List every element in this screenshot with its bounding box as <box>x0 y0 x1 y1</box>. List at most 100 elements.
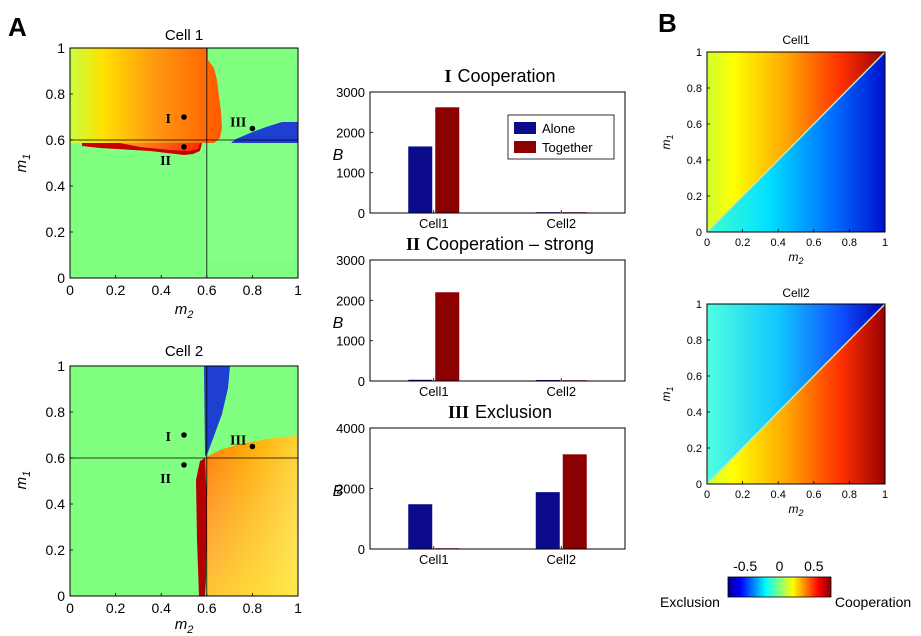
bar-together-cell1 <box>435 107 460 213</box>
bar-alone-cell2 <box>535 492 560 549</box>
bar-chart-cooperation: I Cooperation B Cell1 Cell2 0 1000 2000 3000 A… <box>333 66 626 231</box>
strong-cooperation-core <box>120 143 200 151</box>
y-tick-label: 0.2 <box>46 224 66 240</box>
plot-frame <box>69 47 299 279</box>
y-tick-label: 0.8 <box>46 86 66 102</box>
point-i-marker <box>181 432 187 438</box>
y-tick-label: 1000 <box>336 334 365 349</box>
legend-swatch-together <box>514 141 536 153</box>
y-axis-label: m1 <box>13 471 33 490</box>
y-axis-label: m1 <box>659 134 675 149</box>
plot-frame <box>69 365 299 597</box>
bar-alone-cell1 <box>408 146 433 213</box>
chart-title: II Cooperation – strong <box>406 234 594 254</box>
chart-title: Cell2 <box>782 286 810 300</box>
point-iii-marker <box>249 443 256 450</box>
y-tick-label: 0.6 <box>687 119 702 131</box>
x-tick-label: 0.6 <box>197 600 217 616</box>
x-tick-label: Cell2 <box>546 552 576 567</box>
y-axis-label: m1 <box>13 154 33 173</box>
bar-alone-cell1 <box>408 504 433 549</box>
x-tick-label: 0.4 <box>771 489 786 501</box>
y-tick-label: 0.6 <box>687 371 702 383</box>
y-tick-label: 0 <box>696 479 702 491</box>
y-tick-label: 0.4 <box>46 178 66 194</box>
lower-right-shade <box>205 143 298 261</box>
x-tick-label: 0 <box>66 282 74 298</box>
y-tick-label: 0.8 <box>46 404 66 420</box>
b-cell2-chart: Cell2 0 0.2 0.4 0.6 0.8 1 0 0.2 0.4 0.6 0.8 1 m2 m… <box>659 286 888 518</box>
x-axis-label: m2 <box>175 616 194 636</box>
x-tick-label: Cell1 <box>419 552 449 567</box>
point-i-label: I <box>166 430 171 445</box>
y-tick-label: 0 <box>696 227 702 239</box>
y-axis-label: m1 <box>659 386 675 401</box>
colorbar-tick-label: 0.5 <box>804 558 824 574</box>
legend: Alone Together <box>507 114 615 160</box>
x-tick-label: 0.2 <box>106 282 126 298</box>
panel-letter-a: A <box>8 12 27 42</box>
colorbar-tick-label: 0 <box>776 558 784 574</box>
crosshair <box>70 366 298 596</box>
crosshair <box>70 48 298 278</box>
x-tick-label: 0.4 <box>771 237 786 249</box>
y-tick-label: 2000 <box>336 293 365 308</box>
cooperation-yellow-shade <box>205 436 298 596</box>
y-tick-label: 0.2 <box>46 542 66 558</box>
y-tick-label: 1 <box>696 299 702 311</box>
x-tick-label: 0 <box>704 237 710 249</box>
x-tick-label: 0.8 <box>842 237 857 249</box>
y-tick-label: 0.6 <box>46 450 66 466</box>
y-tick-label: 0 <box>358 206 365 221</box>
x-axis-label: m2 <box>788 250 803 266</box>
chart-title: Cell1 <box>782 33 810 47</box>
y-tick-label: 0.8 <box>687 83 702 95</box>
bar-together-cell2 <box>562 454 587 549</box>
x-tick-label: 0.2 <box>106 600 126 616</box>
y-tick-label: 4000 <box>336 421 365 436</box>
y-tick-label: 0.2 <box>687 191 702 203</box>
exclusion-region <box>231 122 298 143</box>
chart-title: III Exclusion <box>448 402 552 422</box>
point-ii-label: II <box>160 472 171 487</box>
x-tick-label: 0 <box>704 489 710 501</box>
chart-title: Cell 2 <box>165 343 203 360</box>
bar-together-cell1 <box>435 292 460 381</box>
y-tick-label: 1 <box>696 47 702 59</box>
y-axis-label: B <box>333 147 344 164</box>
x-tick-label: 1 <box>294 282 302 298</box>
y-tick-label: 2000 <box>336 482 365 497</box>
x-tick-label: 1 <box>294 600 302 616</box>
bar-alone-cell1 <box>408 379 433 381</box>
colorbar-gradient <box>727 576 832 598</box>
colorbar-left-label: Exclusion <box>660 594 720 610</box>
x-tick-label: 1 <box>882 489 888 501</box>
x-tick-label: 0.8 <box>842 489 857 501</box>
colorbar-tick-label: -0.5 <box>733 558 757 574</box>
colorbar-right-label: Cooperation <box>835 594 911 610</box>
x-tick-label: 0.2 <box>735 237 750 249</box>
y-tick-label: 0.4 <box>46 496 66 512</box>
y-tick-label: 1000 <box>336 166 365 181</box>
bar-alone-cell2 <box>535 379 560 381</box>
y-tick-label: 0.4 <box>687 407 702 419</box>
legend-swatch-alone <box>514 122 536 134</box>
b-cell1-chart: Cell1 0 0.2 0.4 0.6 0.8 1 0 0.2 0.4 0.6 0.8 1 m2 m… <box>659 33 888 266</box>
y-tick-label: 1 <box>57 40 65 56</box>
x-tick-label: 1 <box>882 237 888 249</box>
legend-label-alone: Alone <box>542 121 575 136</box>
point-ii-marker <box>181 462 187 468</box>
colorbar: -0.5 0 0.5 Exclusion Cooperation <box>660 558 911 610</box>
x-tick-label: 0.6 <box>806 489 821 501</box>
bar-chart-exclusion: III Exclusion B Cell1 Cell2 0 2000 4000 <box>333 402 626 567</box>
x-tick-label: 0.8 <box>243 282 263 298</box>
y-tick-label: 3000 <box>336 253 365 268</box>
x-axis-label: m2 <box>175 301 194 321</box>
x-tick-label: 0.6 <box>197 282 217 298</box>
y-tick-label: 0.6 <box>46 132 66 148</box>
y-tick-label: 0 <box>358 542 365 557</box>
point-ii-label: II <box>160 154 171 169</box>
point-i-label: I <box>166 112 171 127</box>
